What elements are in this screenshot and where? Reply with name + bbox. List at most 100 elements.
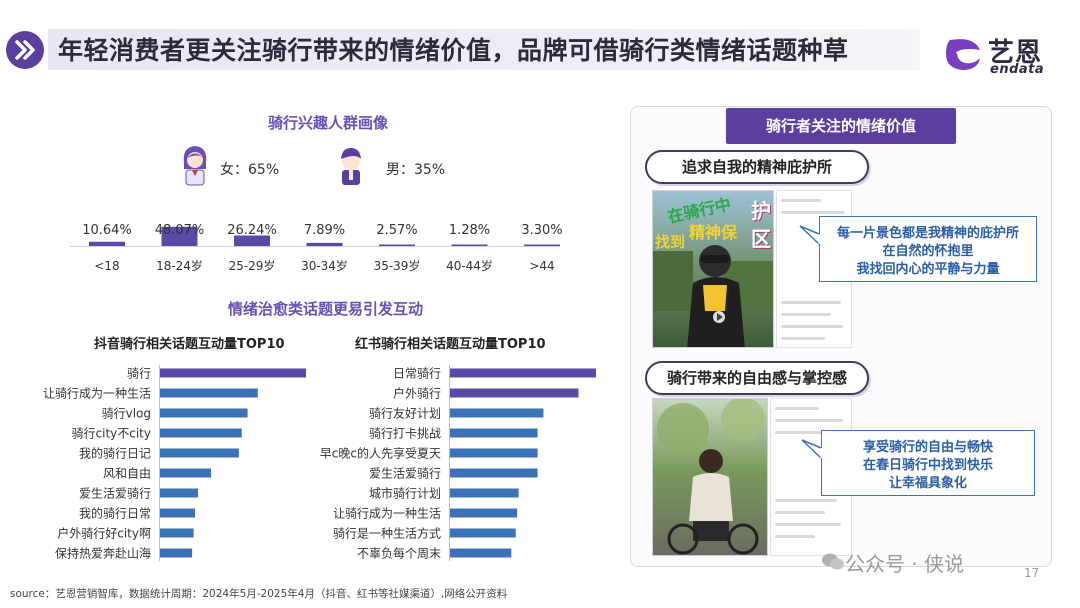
douyin-category-label: 骑行city不city — [72, 427, 151, 441]
age-value-label: 3.30% — [521, 223, 562, 238]
douyin-category-label: 骑行vlog — [102, 407, 151, 421]
callout-1-line-1: 每一片景色都是我精神的庇护所 — [836, 226, 1019, 241]
douyin-category-label: 户外骑行好city啊 — [57, 526, 151, 541]
photo1-text-d: 护 — [751, 199, 771, 223]
male-ratio: 男：35% — [386, 162, 446, 178]
douyin-bar — [160, 508, 196, 518]
douyin-bar — [160, 388, 258, 398]
xhs-topics-chart: 日常骑行户外骑行骑行友好计划骑行打卡挑战早c晚c的人先享受夏天爱生活爱骑行城市骑… — [320, 365, 596, 561]
xhs-chart-title: 红书骑行相关话题互动量TOP10 — [355, 337, 546, 352]
douyin-category-label: 骑行 — [127, 367, 151, 381]
female-ratio: 女：65% — [220, 162, 280, 178]
douyin-bar — [160, 548, 193, 558]
xhs-bar — [450, 388, 579, 398]
page-number: 17 — [1024, 566, 1040, 580]
age-category-label: <18 — [94, 259, 119, 273]
title-banner — [48, 29, 920, 70]
xhs-bar — [450, 528, 516, 538]
female-avatar-icon — [183, 146, 207, 186]
age-value-label: 10.64% — [82, 223, 132, 238]
callout-2-line-2: 在春日骑行中找到快乐 — [862, 458, 993, 473]
douyin-chart-title: 抖音骑行相关话题互动量TOP10 — [94, 337, 285, 352]
panel-title: 骑行者关注的情绪价值 — [726, 108, 956, 144]
age-bar — [451, 244, 488, 246]
xhs-bar — [450, 548, 512, 558]
douyin-bar — [160, 488, 198, 498]
age-category-label: 25-29岁 — [229, 258, 276, 273]
wechat-icon — [822, 553, 844, 570]
section-title-topics: 情绪治愈类话题更易引发互动 — [228, 300, 424, 318]
callout-2: 享受骑行的自由与畅快 在春日骑行中找到快乐 让幸福具象化 — [821, 430, 1035, 496]
cyclist-photo-2 — [652, 398, 768, 556]
xhs-bar — [450, 488, 519, 498]
callout-1-line-3: 我找回内心的平静与力量 — [856, 262, 1000, 277]
xhs-category-label: 爱生活爱骑行 — [369, 467, 441, 481]
age-category-label: 30-34岁 — [301, 258, 348, 273]
age-bar — [524, 244, 560, 246]
endata-logo: 艺恩 endata — [944, 32, 1054, 77]
xhs-bar — [450, 408, 544, 418]
douyin-bar — [160, 428, 242, 438]
age-bar — [379, 244, 415, 246]
logo-en-text: endata — [990, 62, 1045, 77]
source-note: source：艺恩营销智库，数据统计周期：2024年5月-2025年4月（抖音、… — [10, 588, 508, 600]
callout-2-line-3: 让幸福具象化 — [888, 476, 967, 491]
xhs-category-label: 骑行是一种生活方式 — [333, 526, 441, 541]
age-category-label: 18-24岁 — [156, 258, 203, 273]
photo1-text-e: 区 — [751, 227, 771, 251]
age-value-label: 7.89% — [304, 223, 345, 238]
age-category-label: >44 — [529, 259, 554, 273]
douyin-bar — [160, 408, 248, 418]
post-feed-2 — [770, 398, 852, 556]
theme-pill-2: 骑行带来的自由感与掌控感 — [645, 361, 869, 395]
douyin-category-label: 我的骑行日记 — [79, 446, 151, 461]
double-chevron-icon — [6, 31, 44, 69]
douyin-bar — [160, 448, 239, 458]
cyclist-photo-2-image — [653, 399, 767, 555]
male-avatar-icon — [341, 148, 361, 185]
age-value-label: 26.24% — [227, 223, 277, 238]
douyin-category-label: 让骑行成为一种生活 — [43, 387, 151, 401]
photo1-text-b: 找到 — [655, 233, 686, 251]
douyin-category-label: 保持热爱奔赴山海 — [55, 546, 151, 561]
age-bar — [89, 241, 125, 246]
xhs-bar — [450, 448, 538, 458]
douyin-bar — [160, 468, 212, 478]
page-title: 年轻消费者更关注骑行带来的情绪价值，品牌可借骑行类情绪话题种草 — [58, 36, 849, 65]
age-bar — [306, 242, 343, 246]
xhs-category-label: 不辜负每个周末 — [357, 546, 441, 561]
douyin-bar — [160, 528, 194, 538]
xhs-category-label: 日常骑行 — [393, 367, 441, 381]
xhs-category-label: 城市骑行计划 — [369, 486, 441, 501]
age-bar — [161, 226, 198, 246]
watermark: 公众号 · 侠说 — [845, 552, 965, 576]
xhs-category-label: 骑行友好计划 — [369, 407, 441, 421]
xhs-bar — [450, 428, 538, 438]
douyin-bar — [160, 368, 306, 378]
xhs-category-label: 早c晚c的人先享受夏天 — [320, 446, 441, 461]
endata-logo-icon — [946, 39, 980, 70]
xhs-bar — [450, 368, 596, 378]
callout-1: 每一片景色都是我精神的庇护所 在自然的怀抱里 我找回内心的平静与力量 — [819, 216, 1037, 282]
cyclist-photo-1-image — [653, 191, 773, 347]
photo1-text-c: 精神保 — [689, 223, 738, 242]
age-value-label: 2.57% — [376, 223, 417, 238]
age-value-label: 1.28% — [449, 223, 490, 238]
age-bar — [234, 235, 270, 246]
xhs-category-label: 让骑行成为一种生活 — [333, 507, 441, 521]
section-title-portrait: 骑行兴趣人群画像 — [268, 114, 389, 132]
age-value-label: 48.07% — [155, 223, 205, 238]
age-category-label: 35-39岁 — [374, 258, 421, 273]
cyclist-photo-1: 在骑行中 找到 精神保 护 区 — [652, 190, 774, 348]
douyin-category-label: 我的骑行日常 — [79, 506, 151, 521]
xhs-bar — [450, 508, 518, 518]
xhs-bar — [450, 468, 538, 478]
xhs-category-label: 户外骑行 — [393, 386, 441, 401]
douyin-category-label: 爱生活爱骑行 — [79, 487, 151, 501]
callout-2-line-1: 享受骑行的自由与畅快 — [862, 440, 993, 455]
age-category-label: 40-44岁 — [446, 258, 493, 273]
xhs-category-label: 骑行打卡挑战 — [369, 427, 441, 441]
callout-1-line-2: 在自然的怀抱里 — [882, 244, 974, 259]
